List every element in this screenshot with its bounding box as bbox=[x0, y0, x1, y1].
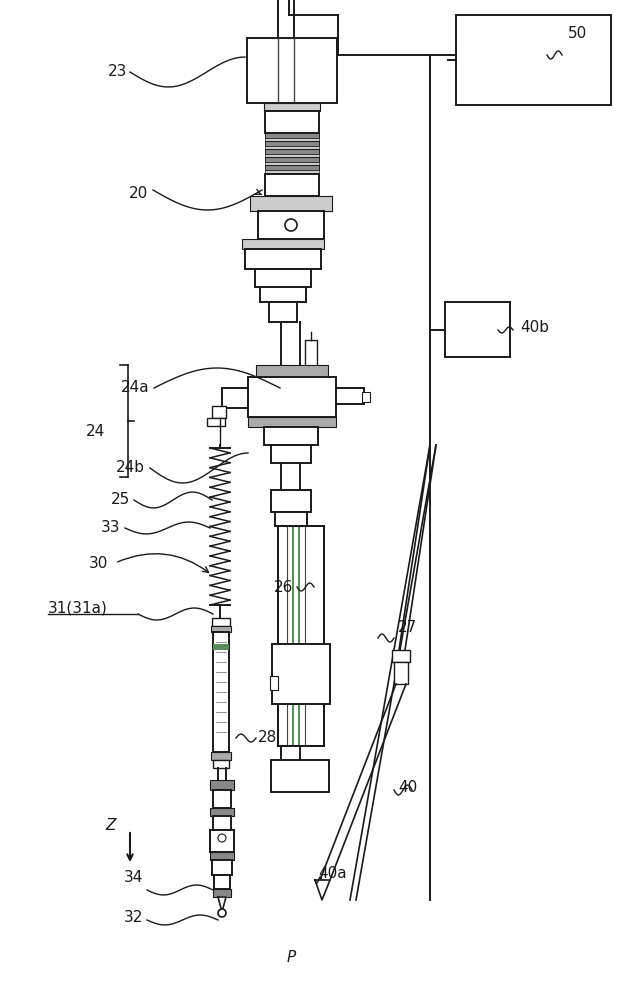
Bar bbox=[271, 490, 311, 512]
Text: 26: 26 bbox=[274, 580, 293, 594]
Bar bbox=[213, 816, 231, 830]
Bar bbox=[211, 752, 231, 760]
Bar bbox=[247, 38, 337, 103]
Bar bbox=[211, 626, 231, 632]
Bar bbox=[265, 149, 319, 154]
Bar bbox=[265, 162, 319, 165]
Bar bbox=[242, 239, 324, 249]
Bar bbox=[394, 662, 408, 684]
Bar bbox=[207, 418, 225, 426]
Bar bbox=[210, 830, 234, 852]
Bar bbox=[255, 269, 311, 287]
Bar bbox=[210, 780, 234, 790]
Bar bbox=[392, 650, 410, 662]
Text: 50: 50 bbox=[568, 25, 587, 40]
Bar bbox=[248, 377, 336, 417]
Bar bbox=[260, 287, 306, 302]
Bar bbox=[265, 154, 319, 157]
Bar bbox=[265, 146, 319, 149]
Text: 25: 25 bbox=[111, 492, 130, 508]
Bar bbox=[265, 174, 319, 196]
Bar bbox=[305, 340, 317, 395]
Bar bbox=[222, 388, 248, 408]
Text: 24b: 24b bbox=[116, 460, 145, 476]
Text: 33: 33 bbox=[101, 520, 120, 536]
Circle shape bbox=[218, 834, 226, 842]
Text: 24: 24 bbox=[86, 424, 105, 440]
Bar bbox=[213, 790, 231, 808]
Bar bbox=[213, 889, 231, 897]
Bar bbox=[271, 760, 329, 792]
Polygon shape bbox=[315, 880, 330, 900]
Bar bbox=[264, 427, 318, 445]
Bar bbox=[272, 644, 330, 704]
Text: 40: 40 bbox=[398, 780, 417, 796]
Bar bbox=[265, 111, 319, 133]
Text: 40b: 40b bbox=[520, 320, 549, 336]
Bar bbox=[212, 618, 230, 626]
Bar bbox=[265, 138, 319, 141]
Bar bbox=[336, 388, 364, 404]
Bar bbox=[250, 196, 332, 211]
Bar bbox=[456, 15, 611, 105]
Text: 24a: 24a bbox=[121, 380, 150, 395]
Bar bbox=[245, 249, 321, 269]
Bar bbox=[258, 211, 324, 239]
Text: 28: 28 bbox=[258, 730, 277, 746]
Bar bbox=[445, 302, 510, 357]
Bar bbox=[265, 170, 319, 173]
Text: 32: 32 bbox=[124, 910, 143, 926]
Bar bbox=[248, 417, 336, 427]
Bar bbox=[265, 157, 319, 162]
Bar bbox=[278, 526, 324, 746]
Bar bbox=[278, 526, 324, 746]
Bar bbox=[271, 445, 311, 463]
Bar bbox=[214, 875, 230, 889]
Bar bbox=[210, 852, 234, 860]
Text: 27: 27 bbox=[398, 620, 417, 636]
Bar bbox=[265, 133, 319, 138]
Text: 31(31a): 31(31a) bbox=[48, 600, 108, 615]
Text: 23: 23 bbox=[108, 64, 127, 80]
Bar bbox=[270, 676, 278, 690]
Bar bbox=[275, 512, 307, 526]
Text: 40a: 40a bbox=[318, 865, 347, 880]
Bar bbox=[264, 103, 320, 111]
Text: Z: Z bbox=[105, 818, 115, 834]
Text: 34: 34 bbox=[124, 870, 143, 886]
Bar bbox=[256, 365, 328, 377]
Text: P: P bbox=[287, 950, 296, 964]
Text: 20: 20 bbox=[129, 186, 148, 200]
Bar bbox=[265, 141, 319, 146]
Bar bbox=[362, 392, 370, 402]
Bar bbox=[214, 645, 228, 649]
Text: 30: 30 bbox=[89, 556, 108, 570]
Bar bbox=[213, 760, 229, 768]
Circle shape bbox=[218, 909, 226, 917]
Bar bbox=[265, 165, 319, 170]
Circle shape bbox=[285, 219, 297, 231]
Bar bbox=[269, 302, 297, 322]
Bar bbox=[212, 406, 226, 418]
Bar bbox=[210, 808, 234, 816]
Bar bbox=[213, 632, 229, 752]
Polygon shape bbox=[218, 897, 226, 912]
Bar bbox=[212, 860, 232, 875]
